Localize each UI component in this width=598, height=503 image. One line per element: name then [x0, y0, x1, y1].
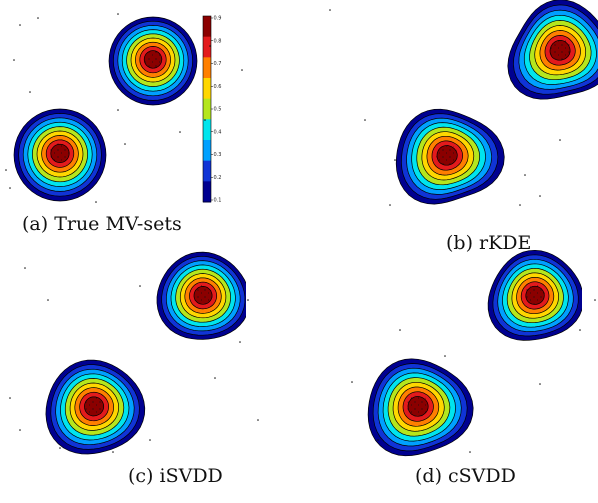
scatter-point — [241, 69, 243, 71]
colorbar-segment — [203, 181, 211, 203]
scatter-point — [9, 187, 11, 189]
scatter-point — [539, 383, 541, 385]
scatter-point — [179, 131, 181, 133]
colorbar-tick-label: 0.5 — [214, 107, 222, 113]
blob-d-upper-sample-cluster — [524, 284, 546, 306]
scatter-point — [539, 195, 541, 197]
scatter-point — [594, 299, 596, 301]
caption-a: (a) True MV-sets — [22, 213, 182, 235]
colorbar-segment — [203, 160, 211, 182]
scatter-point — [95, 201, 97, 203]
blob-a-upper — [108, 16, 198, 106]
scatter-point — [329, 9, 331, 11]
caption-d: (d) cSVDD — [415, 465, 516, 487]
panel-b-rkde — [395, 0, 598, 205]
colorbar-tick-label: 0.7 — [214, 61, 222, 67]
scatter-point — [29, 91, 31, 93]
scatter-point — [139, 285, 141, 287]
scatter-point — [204, 119, 206, 121]
blob-a-lower-sample-cluster — [49, 142, 71, 164]
caption-c: (c) iSVDD — [128, 465, 223, 487]
scatter-point — [579, 329, 581, 331]
colorbar-segment — [203, 57, 211, 79]
colorbar-tick-label: 0.1 — [214, 198, 222, 204]
scatter-point — [9, 397, 11, 399]
blob-c-lower — [45, 359, 146, 455]
panel-a-true-mv-sets — [13, 16, 198, 202]
colorbar-tick-label: 0.3 — [214, 152, 222, 158]
scatter-point — [247, 299, 249, 301]
scatter-point — [364, 119, 366, 121]
colorbar-tick-label: 0.9 — [214, 16, 222, 22]
blob-b-lower — [395, 108, 505, 205]
scatter-point — [394, 159, 396, 161]
colorbar-segment — [203, 36, 211, 58]
blob-b-upper-sample-cluster — [549, 39, 571, 61]
scatter-point — [112, 451, 114, 453]
colorbar-segment — [203, 119, 211, 141]
blob-d-upper — [487, 249, 582, 341]
colorbar-segment — [203, 16, 211, 38]
blob-b-lower-sample-cluster — [436, 144, 458, 166]
scatter-point — [524, 174, 526, 176]
panel-d-csvdd — [367, 249, 582, 457]
scatter-point — [59, 447, 61, 449]
caption-b: (b) rKDE — [446, 232, 532, 254]
scatter-point — [351, 381, 353, 383]
scatter-point — [117, 13, 119, 15]
scatter-point — [24, 267, 26, 269]
scatter-points — [5, 9, 596, 453]
scatter-point — [209, 45, 211, 47]
colorbar-tick-label: 0.6 — [214, 84, 222, 90]
scatter-point — [5, 169, 7, 171]
scatter-point — [47, 299, 49, 301]
blob-c-upper — [156, 251, 246, 340]
scatter-point — [214, 377, 216, 379]
colorbar-tick-label: 0.8 — [214, 38, 222, 44]
scatter-point — [559, 139, 561, 141]
scatter-point — [239, 341, 241, 343]
colorbar-segment — [203, 98, 211, 120]
scatter-point — [37, 17, 39, 19]
colorbar-segment — [203, 140, 211, 162]
scatter-point — [389, 204, 391, 206]
blob-c-lower-sample-cluster — [83, 395, 105, 417]
colorbar-tick-label: 0.4 — [214, 129, 222, 135]
scatter-point — [444, 355, 446, 357]
scatter-point — [469, 451, 471, 453]
blob-b-upper — [507, 0, 598, 100]
colorbar-tick-label: 0.2 — [214, 175, 222, 181]
scatter-point — [257, 419, 259, 421]
colorbar-segment — [203, 78, 211, 100]
scatter-point — [149, 439, 151, 441]
scatter-point — [19, 24, 21, 26]
scatter-point — [124, 143, 126, 145]
scatter-point — [19, 429, 21, 431]
blob-c-upper-sample-cluster — [193, 285, 213, 305]
blob-d-lower-sample-cluster — [407, 395, 429, 417]
panel-c-isvdd — [45, 251, 246, 455]
blob-a-upper-sample-cluster — [143, 49, 163, 69]
blob-d-lower — [367, 358, 474, 457]
scatter-point — [399, 329, 401, 331]
scatter-point — [519, 204, 521, 206]
scatter-point — [117, 109, 119, 111]
scatter-point — [377, 439, 379, 441]
colorbar: 0.9 0.8 0.7 0.6 0.5 0.4 0.3 0.2 0.1 — [202, 15, 222, 204]
blob-a-lower — [13, 108, 107, 202]
scatter-point — [13, 59, 15, 61]
